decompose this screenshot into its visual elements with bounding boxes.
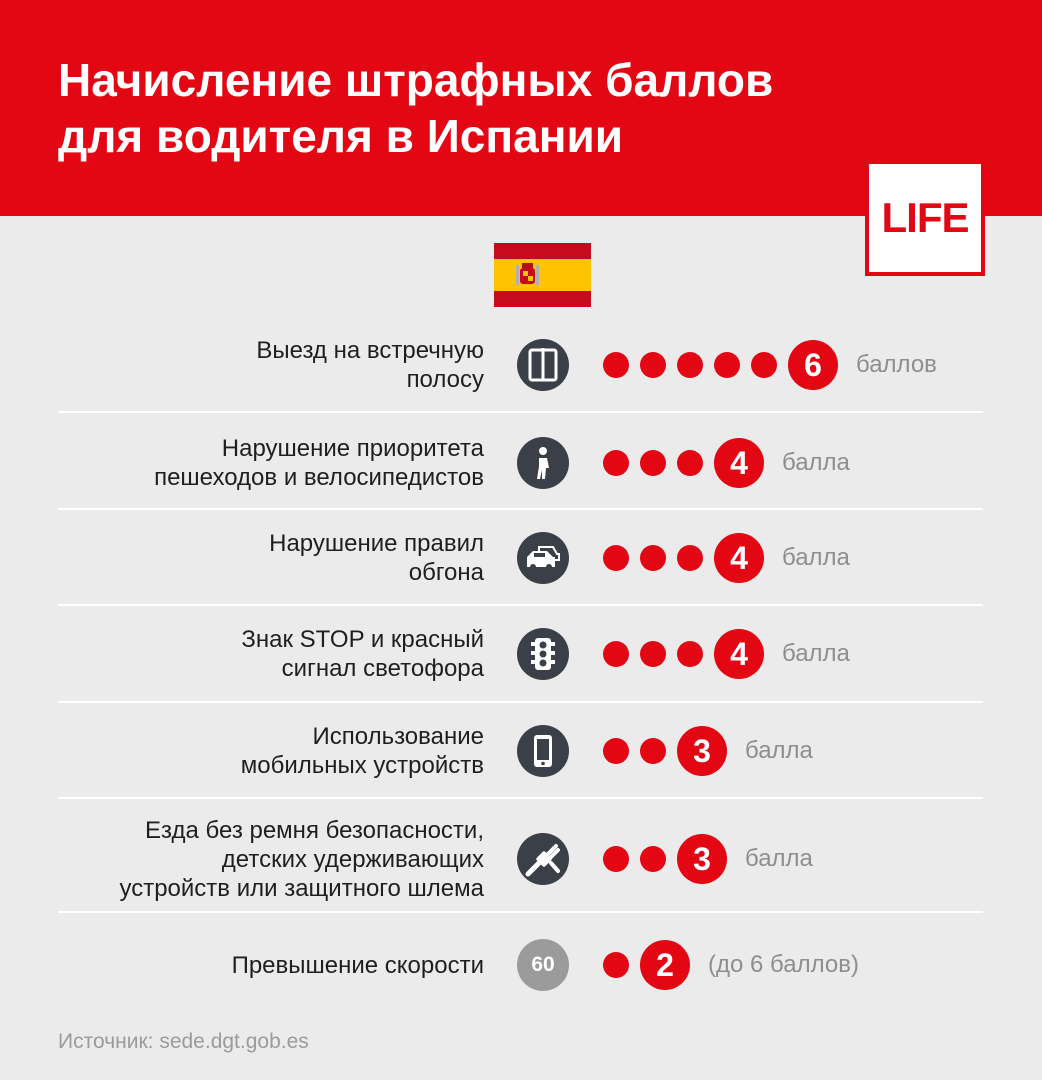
points-unit: балла xyxy=(782,640,850,667)
points-unit: балла xyxy=(782,449,850,476)
speed-limit-value: 60 xyxy=(531,953,555,976)
point-dot xyxy=(751,352,777,378)
point-dot xyxy=(603,738,629,764)
life-logo: LIFE xyxy=(865,160,985,276)
point-dot xyxy=(677,545,703,571)
violation-label-line: Нарушение правил xyxy=(269,530,484,557)
point-dot xyxy=(677,641,703,667)
mobile-phone-icon xyxy=(517,725,569,777)
penalty-row: Выезд на встречную полосу 6 баллов xyxy=(0,330,1042,400)
points-badge: 3 xyxy=(677,834,727,884)
point-dot xyxy=(640,641,666,667)
source-note: Источник: sede.dgt.gob.es xyxy=(58,1030,309,1053)
points-badge: 6 xyxy=(788,340,838,390)
points-indicator: 3 балла xyxy=(603,833,813,885)
violation-label-line: полосу xyxy=(406,366,484,393)
traffic-light-icon xyxy=(517,628,569,680)
title-line-1: Начисление штрафных баллов xyxy=(58,54,774,106)
point-dot xyxy=(603,846,629,872)
point-dot xyxy=(677,352,703,378)
penalty-row: Знак STOP и красный сигнал светофора 4 балл… xyxy=(0,619,1042,689)
points-badge: 2 xyxy=(640,940,690,990)
violation-label: Превышение скорости xyxy=(232,951,484,980)
spain-flag-icon xyxy=(494,243,591,307)
point-dot xyxy=(640,450,666,476)
point-dot xyxy=(603,952,629,978)
pedestrian-icon xyxy=(517,437,569,489)
speed-limit-icon: 60 xyxy=(517,939,569,991)
row-divider xyxy=(58,797,983,799)
violation-label: Выезд на встречную полосу xyxy=(256,336,484,394)
violation-label: Использование мобильных устройств xyxy=(241,722,484,780)
violation-label-line: Выезд на встречную xyxy=(256,337,484,364)
violation-label-line: Знак STOP и красный xyxy=(241,626,484,653)
violation-label: Знак STOP и красный сигнал светофора xyxy=(241,625,484,683)
point-dot xyxy=(677,450,703,476)
points-unit: балла xyxy=(745,737,813,764)
points-indicator: 4 балла xyxy=(603,628,850,680)
row-divider xyxy=(58,911,983,913)
point-dot xyxy=(640,545,666,571)
road-lane-icon xyxy=(517,339,569,391)
point-dot xyxy=(603,450,629,476)
violation-label-line: Нарушение приоритета xyxy=(221,435,484,462)
point-dot xyxy=(640,738,666,764)
violation-label: Нарушение приоритета пешеходов и велосипе… xyxy=(154,434,484,492)
points-indicator: 2 (до 6 баллов) xyxy=(603,939,859,991)
violation-label-line: Использование xyxy=(312,723,485,750)
seat-belt-icon xyxy=(517,833,569,885)
row-divider xyxy=(58,508,983,510)
violation-label-line: Превышение скорости xyxy=(231,951,484,979)
point-dot xyxy=(714,352,740,378)
penalty-row: Использование мобильных устройств 3 балла xyxy=(0,716,1042,786)
header-banner: Начисление штрафных баллов для водителя … xyxy=(0,0,1042,216)
points-indicator: 3 балла xyxy=(603,725,813,777)
points-badge: 4 xyxy=(714,629,764,679)
penalty-row: Езда без ремня безопасности, детских удер… xyxy=(0,811,1042,907)
title-line-2: для водителя в Испании xyxy=(58,110,624,162)
penalty-row: Превышение скорости 60 2 (до 6 баллов) xyxy=(0,930,1042,1000)
overtaking-cars-icon xyxy=(517,532,569,584)
violation-label-line: устройств или защитного шлема xyxy=(119,874,484,902)
point-dot xyxy=(640,352,666,378)
violation-label-line: сигнал светофора xyxy=(281,655,484,682)
points-indicator: 4 балла xyxy=(603,532,850,584)
point-dot xyxy=(640,846,666,872)
points-indicator: 4 балла xyxy=(603,437,850,489)
point-dot xyxy=(603,641,629,667)
point-dot xyxy=(603,545,629,571)
violation-label-line: обгона xyxy=(408,559,484,586)
violation-label-line: мобильных устройств xyxy=(240,752,484,779)
points-indicator: 6 баллов xyxy=(603,339,937,391)
violation-label: Нарушение правил обгона xyxy=(269,529,484,587)
violation-label-line: Езда без ремня безопасности, xyxy=(145,816,484,844)
page-title: Начисление штрафных баллов для водителя … xyxy=(58,52,878,164)
violation-label: Езда без ремня безопасности, детских удер… xyxy=(119,816,484,903)
point-dot xyxy=(603,352,629,378)
penalty-row: Нарушение правил обгона 4 балла xyxy=(0,523,1042,593)
points-badge: 4 xyxy=(714,533,764,583)
row-divider xyxy=(58,701,983,703)
logo-text: LIFE xyxy=(881,194,970,241)
violation-label-line: детских удерживающих xyxy=(221,845,484,873)
points-unit: балла xyxy=(782,544,850,571)
points-unit: баллов xyxy=(856,351,937,378)
points-badge: 3 xyxy=(677,726,727,776)
points-unit: балла xyxy=(745,845,813,872)
points-unit: (до 6 баллов) xyxy=(708,951,859,978)
penalty-row: Нарушение приоритета пешеходов и велосипе… xyxy=(0,428,1042,498)
points-badge: 4 xyxy=(714,438,764,488)
row-divider xyxy=(58,411,983,413)
row-divider xyxy=(58,604,983,606)
violation-label-line: пешеходов и велосипедистов xyxy=(154,464,484,491)
